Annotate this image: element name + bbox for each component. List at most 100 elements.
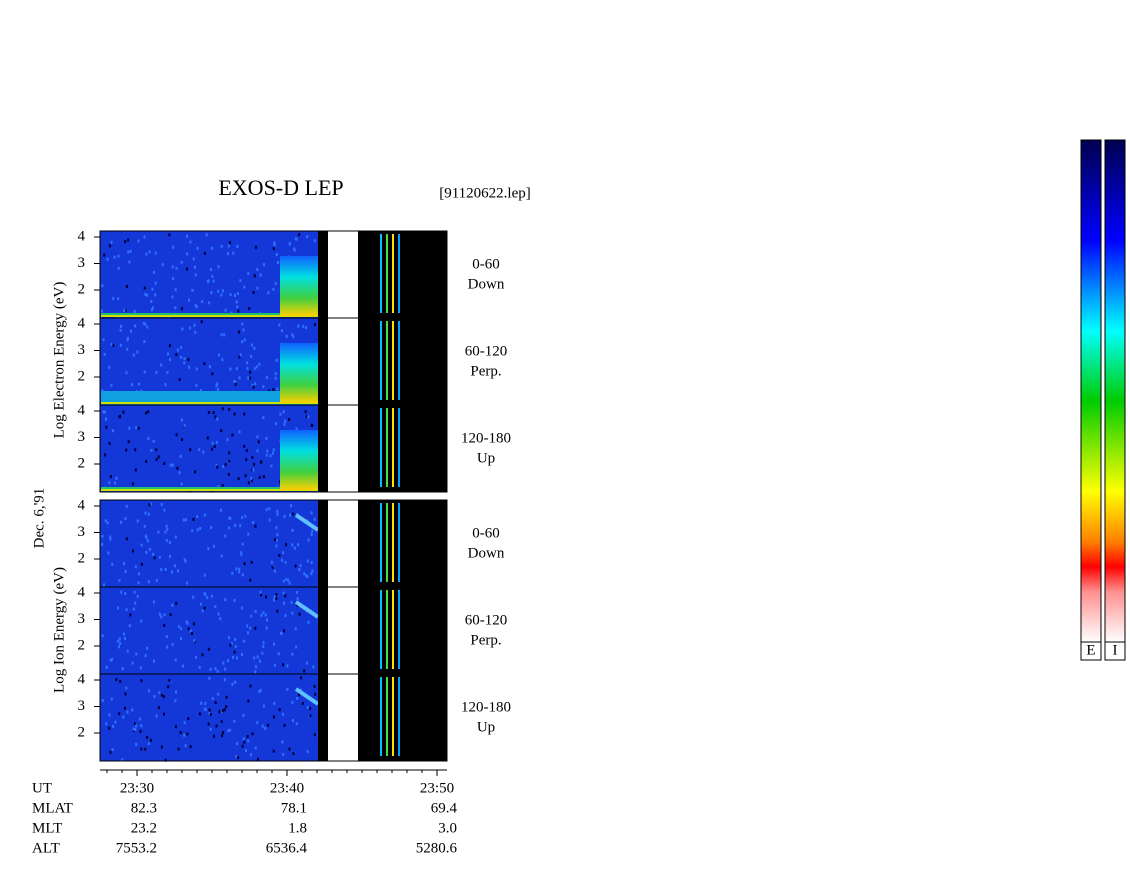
noise <box>233 650 236 654</box>
noise <box>234 381 237 385</box>
noise <box>254 626 257 630</box>
noise <box>140 543 143 547</box>
noise <box>187 717 190 721</box>
noise <box>233 379 236 383</box>
noise <box>179 731 182 735</box>
noise <box>206 436 209 440</box>
band <box>101 489 318 491</box>
noise <box>250 560 253 564</box>
noise <box>122 632 125 636</box>
noise <box>238 430 241 434</box>
noise <box>312 665 315 669</box>
noise <box>268 518 271 522</box>
noise <box>154 281 157 285</box>
noise <box>243 562 246 566</box>
noise <box>265 436 268 440</box>
noise <box>199 389 202 393</box>
colorbar-box <box>1104 641 1126 661</box>
noise <box>214 415 217 419</box>
noise <box>251 384 254 388</box>
noise <box>300 676 303 680</box>
noise <box>135 426 138 430</box>
stripe <box>392 234 394 313</box>
angle-range: 60-120 <box>465 343 508 359</box>
noise <box>105 425 108 429</box>
noise <box>228 516 231 520</box>
noise <box>176 348 179 352</box>
row-label: MLAT <box>32 800 73 816</box>
noise <box>113 255 116 259</box>
noise <box>127 440 130 444</box>
noise <box>254 610 257 614</box>
noise <box>147 742 150 746</box>
noise <box>258 362 261 366</box>
noise <box>165 538 168 542</box>
stripe <box>398 677 400 756</box>
noise <box>249 626 252 630</box>
noise <box>189 629 192 633</box>
noise <box>105 665 108 669</box>
noise <box>250 354 253 358</box>
noise <box>106 257 109 261</box>
noise <box>278 708 281 712</box>
noise <box>125 448 128 452</box>
noise <box>295 427 298 431</box>
noise <box>273 595 276 599</box>
noise <box>136 519 139 523</box>
colorbar-label: E <box>1086 642 1095 658</box>
noise <box>253 656 256 660</box>
noise <box>257 440 260 444</box>
noise <box>291 700 294 704</box>
noise <box>282 579 285 583</box>
noise <box>231 682 234 686</box>
noise <box>265 508 268 512</box>
noise <box>210 526 213 530</box>
noise <box>276 509 279 513</box>
noise <box>241 573 244 577</box>
noise <box>131 708 134 712</box>
noise <box>205 233 208 237</box>
noise <box>217 265 220 269</box>
noise <box>240 653 243 657</box>
y-tick-label: 3 <box>78 611 86 627</box>
noise <box>171 463 174 467</box>
angle-range: 0-60 <box>472 256 500 272</box>
noise <box>112 724 115 728</box>
noise <box>265 376 268 380</box>
noise <box>307 538 310 542</box>
noise <box>298 233 301 237</box>
gap <box>328 587 358 674</box>
noise <box>145 535 148 539</box>
noise <box>280 631 283 635</box>
noise <box>275 544 278 548</box>
noise <box>302 324 305 328</box>
noise <box>150 308 153 312</box>
noise <box>311 529 314 533</box>
noise <box>224 678 227 682</box>
stripe <box>392 408 394 487</box>
noise <box>227 729 230 733</box>
feature <box>294 513 320 532</box>
noise <box>217 612 220 616</box>
stripe <box>386 590 388 669</box>
noise <box>109 475 112 479</box>
noise <box>163 613 166 617</box>
noise <box>241 542 244 546</box>
noise <box>158 691 161 695</box>
noise <box>120 590 123 594</box>
noise <box>227 244 230 248</box>
noise <box>208 711 211 715</box>
noise <box>209 667 212 671</box>
noise <box>129 613 132 617</box>
noise <box>216 382 219 386</box>
noise <box>140 679 143 683</box>
noise <box>132 607 135 611</box>
noise <box>275 526 278 530</box>
noise <box>228 526 231 530</box>
noise <box>174 658 177 662</box>
frame <box>99 404 448 493</box>
noise <box>147 512 150 516</box>
noise <box>153 270 156 274</box>
noise <box>144 322 147 326</box>
noise <box>275 593 278 597</box>
